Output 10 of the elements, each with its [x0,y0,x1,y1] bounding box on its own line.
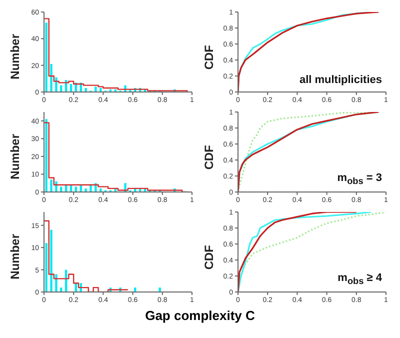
x-axis-title: Gap complexity C [144,308,256,324]
y-axis-title: CDF [202,144,216,170]
y-axis-title: Number [8,134,22,180]
annotation: m$_{obs}$ = 3 [337,172,382,186]
annotation: m$_{obs}$ ≥ 4 [338,272,382,286]
y-axis-title: CDF [202,44,216,70]
y-axis-title: CDF [202,244,216,270]
y-axis-title: Number [8,34,22,80]
annotation: all multiplicities [299,74,382,86]
y-axis-title: Number [8,234,22,280]
